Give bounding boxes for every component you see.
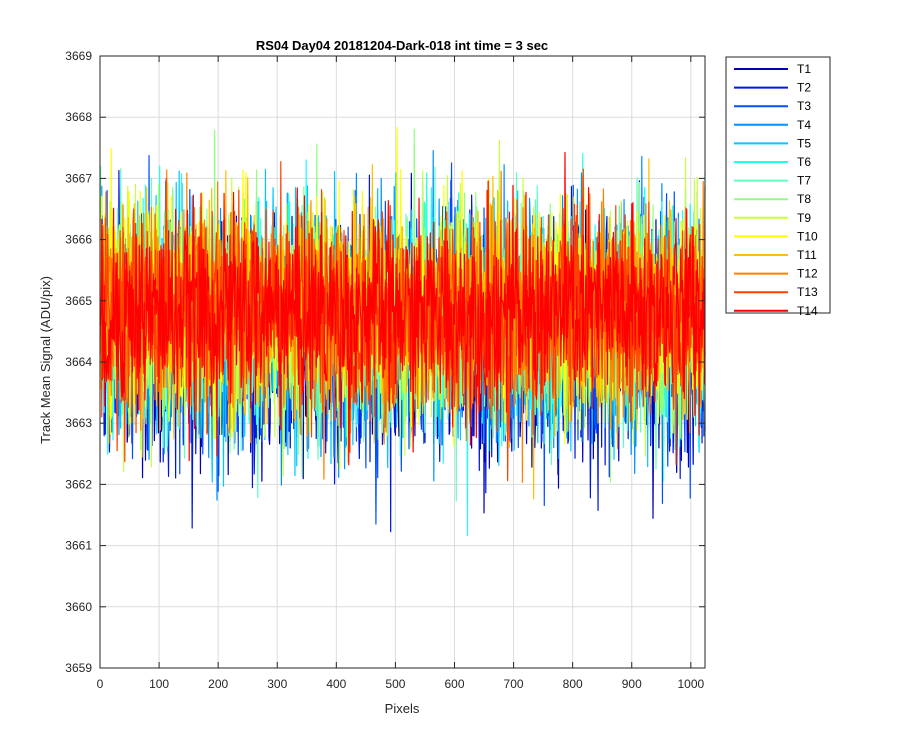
x-tick-label: 200 bbox=[208, 677, 228, 691]
y-tick-label: 3666 bbox=[65, 233, 92, 247]
legend-label-t12: T12 bbox=[797, 267, 818, 281]
y-tick-label: 3662 bbox=[65, 477, 92, 491]
y-tick-label: 3663 bbox=[65, 416, 92, 430]
legend-label-t5: T5 bbox=[797, 136, 811, 150]
legend-label-t3: T3 bbox=[797, 99, 811, 113]
x-tick-labels: 0 100 200 300 400 500 600 700 800 900 1000 bbox=[97, 677, 705, 691]
y-tick-labels: 3659 3660 3661 3662 3663 3664 3665 3666 3667 3668… bbox=[65, 49, 92, 675]
y-tick-label: 3660 bbox=[65, 600, 92, 614]
legend: T1 T2 T3 T4 T5 T6 T7 T8 T9 T10 T11 T12 T13 T14 bbox=[725, 56, 831, 318]
chart-title: RS04 Day04 20181204-Dark-018 int time = … bbox=[256, 38, 548, 53]
x-axis-label: Pixels bbox=[385, 701, 420, 716]
x-tick-label: 900 bbox=[622, 677, 642, 691]
y-tick-label: 3665 bbox=[65, 294, 92, 308]
legend-label-t6: T6 bbox=[797, 155, 811, 169]
legend-label-t4: T4 bbox=[797, 118, 811, 132]
x-tick-label: 600 bbox=[444, 677, 464, 691]
legend-box bbox=[725, 56, 831, 314]
y-tick-label: 3659 bbox=[65, 661, 92, 675]
x-tick-label: 1000 bbox=[677, 677, 704, 691]
y-tick-label: 3661 bbox=[65, 539, 92, 553]
legend-label-t9: T9 bbox=[797, 211, 811, 225]
x-tick-label: 100 bbox=[149, 677, 169, 691]
legend-label-t8: T8 bbox=[797, 192, 811, 206]
x-tick-label: 700 bbox=[504, 677, 524, 691]
y-tick-label: 3669 bbox=[65, 49, 92, 63]
legend-label-t14: T14 bbox=[797, 304, 818, 318]
x-tick-label: 500 bbox=[385, 677, 405, 691]
legend-label-t2: T2 bbox=[797, 81, 811, 95]
axis-ticks bbox=[99, 55, 705, 669]
legend-label-t13: T13 bbox=[797, 285, 818, 299]
series-layer bbox=[99, 127, 706, 537]
y-tick-label: 3668 bbox=[65, 110, 92, 124]
x-tick-label: 800 bbox=[563, 677, 583, 691]
legend-label-t1: T1 bbox=[797, 62, 811, 76]
legend-label-t10: T10 bbox=[797, 229, 818, 243]
y-tick-label: 3667 bbox=[65, 171, 92, 185]
y-axis-label: Track Mean Signal (ADU/pix) bbox=[38, 276, 53, 444]
x-tick-label: 300 bbox=[267, 677, 287, 691]
y-tick-label: 3664 bbox=[65, 355, 92, 369]
legend-label-t11: T11 bbox=[797, 248, 817, 262]
x-tick-label: 400 bbox=[326, 677, 346, 691]
x-tick-label: 0 bbox=[97, 677, 104, 691]
legend-label-t7: T7 bbox=[797, 174, 811, 188]
series-line-t14 bbox=[99, 151, 706, 466]
